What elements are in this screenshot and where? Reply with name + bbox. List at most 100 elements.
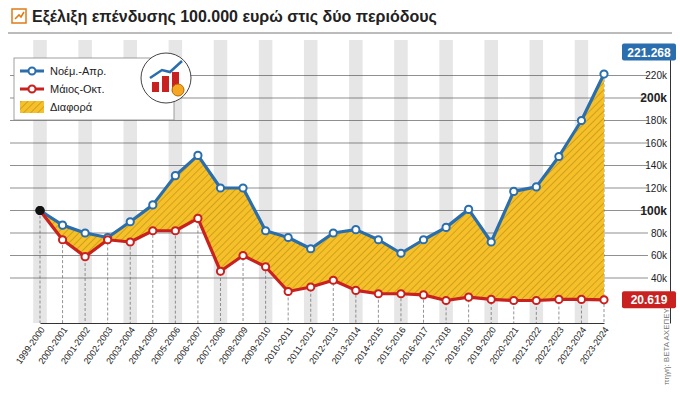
point <box>127 218 134 225</box>
legend-label: Διαφορά <box>50 101 93 113</box>
point <box>82 229 89 236</box>
point <box>488 296 495 303</box>
icon-bar <box>152 82 159 92</box>
end-label-box <box>622 291 676 308</box>
point <box>375 236 382 243</box>
y-tick-label: 60k <box>651 250 668 261</box>
y-tick-label: 220k <box>645 70 668 81</box>
point <box>307 245 314 252</box>
point <box>307 283 314 290</box>
band <box>259 40 273 323</box>
point <box>172 172 179 179</box>
y-tick: 80k <box>651 228 670 239</box>
title-icon <box>15 12 24 19</box>
legend-label: Μάιος-Οκτ. <box>50 83 105 95</box>
y-tick-label: 180k <box>645 115 668 126</box>
y-tick: 40k <box>651 273 670 284</box>
point <box>397 290 404 297</box>
legend-marker <box>29 68 36 75</box>
y-tick-label: 140k <box>645 160 668 171</box>
series-line <box>40 211 604 301</box>
point <box>420 291 427 298</box>
point <box>465 206 472 213</box>
end-label: 20.619 <box>631 293 668 307</box>
point <box>600 70 607 77</box>
y-tick-label: 200k <box>640 91 667 105</box>
legend-marker <box>29 86 36 93</box>
y-tick: 160k <box>645 138 670 149</box>
point <box>600 296 607 303</box>
point <box>330 229 337 236</box>
point <box>239 184 246 191</box>
point <box>59 222 66 229</box>
point <box>578 296 585 303</box>
source: πηγή: ΒΕΤΑ ΑΧΕΠΕΥ <box>662 307 671 385</box>
point <box>59 236 66 243</box>
point <box>352 226 359 233</box>
point <box>127 238 134 245</box>
icon-bar <box>162 76 169 92</box>
point <box>149 227 156 234</box>
point <box>217 268 224 275</box>
point <box>172 227 179 234</box>
legend-swatch <box>20 101 44 113</box>
y-tick: 180k <box>645 115 670 126</box>
point <box>285 288 292 295</box>
title-rule <box>8 33 672 34</box>
icon-coin <box>172 84 184 96</box>
point <box>149 201 156 208</box>
grid-line <box>10 143 648 144</box>
point <box>375 290 382 297</box>
title-icon <box>12 9 26 23</box>
y-tick: 140k <box>645 160 670 171</box>
y-tick-label: 100k <box>640 204 667 218</box>
legend-label: Νοέμ.-Απρ. <box>50 65 106 77</box>
point <box>239 252 246 259</box>
point <box>420 236 427 243</box>
point <box>104 236 111 243</box>
y-tick: 120k <box>645 183 670 194</box>
y-tick-label: 120k <box>645 183 668 194</box>
y-axis: 40k 60k 80k 100k 120k 140k 160k 180k 200k 220k <box>640 54 670 324</box>
point <box>578 117 585 124</box>
point <box>533 297 540 304</box>
drop-line <box>40 211 41 324</box>
title: Εξέλιξη επένδυσης 100.000 ευρώ στις δύο … <box>32 8 437 26</box>
y-tick-label: 80k <box>651 228 668 239</box>
end-labels: 221.268 20.619 <box>622 44 676 309</box>
point <box>194 152 201 159</box>
x-tick: 2023-2024 <box>578 323 611 366</box>
point <box>510 188 517 195</box>
point <box>488 238 495 245</box>
y-tick: 60k <box>651 250 670 261</box>
point <box>352 287 359 294</box>
y-axis-line <box>670 54 671 324</box>
point <box>262 227 269 234</box>
point <box>397 250 404 257</box>
y-tick: 220k <box>645 70 670 81</box>
icon-circle <box>141 53 191 103</box>
point <box>194 215 201 222</box>
point <box>82 253 89 260</box>
y-tick: 100k <box>640 204 670 218</box>
x-axis: 1999-20002000-20012001-20022002-20032003… <box>14 323 611 366</box>
x-axis-line <box>41 323 605 324</box>
icon-arrow <box>150 61 182 78</box>
point <box>285 234 292 241</box>
point <box>533 183 540 190</box>
y-tick-label: 160k <box>645 138 668 149</box>
point <box>36 207 43 214</box>
title-group: Εξέλιξη επένδυσης 100.000 ευρώ στις δύο … <box>12 8 437 26</box>
drop-line <box>107 238 108 324</box>
chart: Εξέλιξη επένδυσης 100.000 ευρώ στις δύο … <box>0 0 680 394</box>
point <box>36 207 43 214</box>
y-tick: 200k <box>640 91 670 105</box>
point <box>217 184 224 191</box>
end-label: 221.268 <box>627 46 671 60</box>
point <box>330 277 337 284</box>
end-label-box <box>622 44 676 61</box>
point <box>510 297 517 304</box>
point <box>555 296 562 303</box>
point <box>442 297 449 304</box>
point <box>465 294 472 301</box>
